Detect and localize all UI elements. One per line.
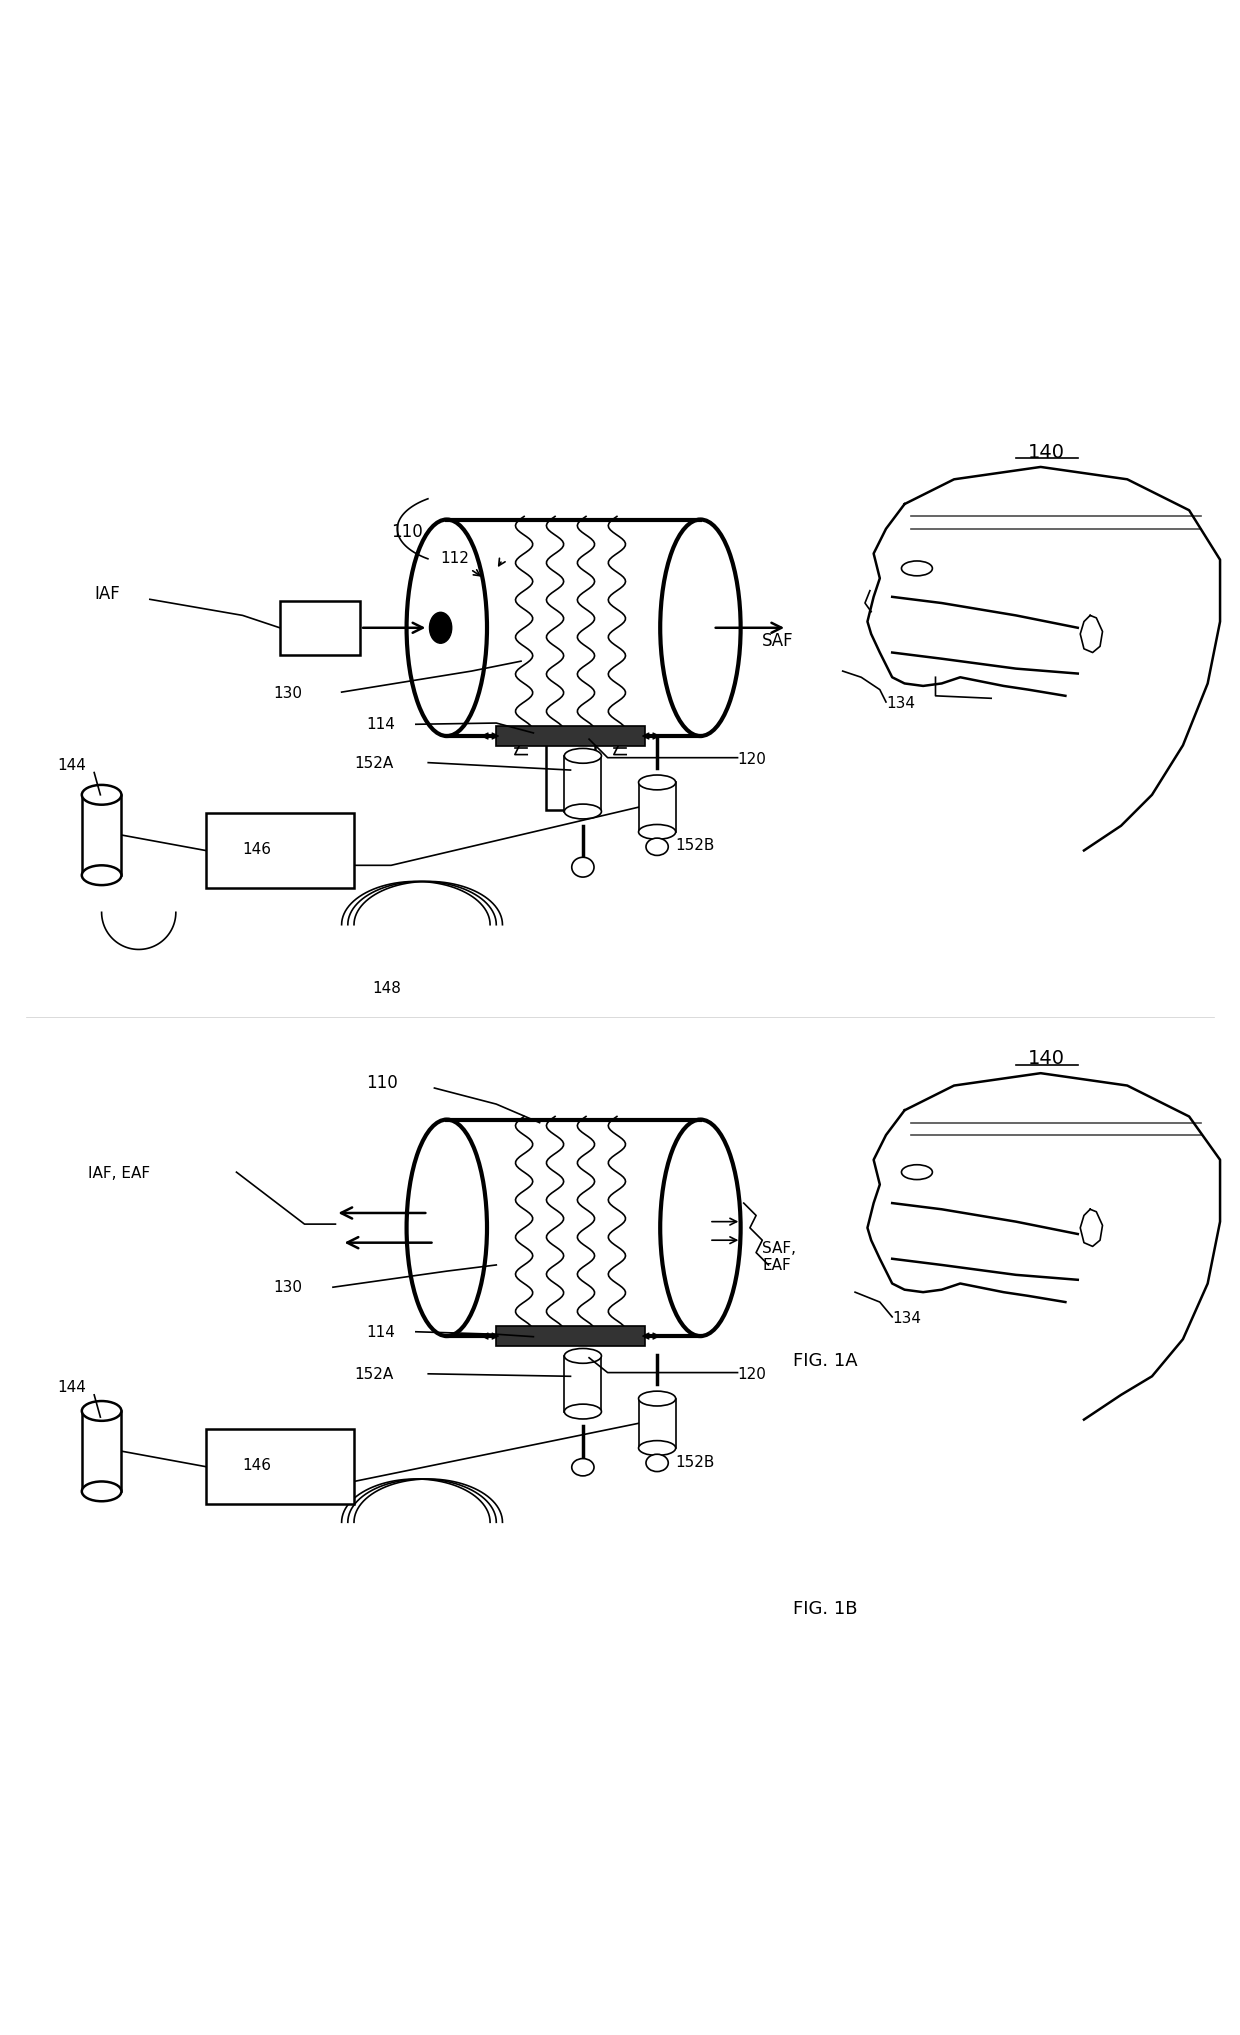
Bar bbox=[82, 796, 122, 875]
Ellipse shape bbox=[82, 865, 122, 885]
Text: 146: 146 bbox=[243, 1459, 272, 1473]
Ellipse shape bbox=[646, 838, 668, 855]
Ellipse shape bbox=[901, 562, 932, 576]
Text: 112: 112 bbox=[440, 551, 480, 576]
Text: 130: 130 bbox=[274, 1280, 303, 1294]
Bar bbox=[206, 814, 353, 887]
Ellipse shape bbox=[82, 786, 122, 804]
Bar bbox=[446, 519, 701, 737]
Bar bbox=[496, 1327, 645, 1345]
Text: 146: 146 bbox=[243, 842, 272, 857]
Text: 114: 114 bbox=[366, 716, 396, 733]
Text: 114: 114 bbox=[366, 1325, 396, 1339]
Text: IAF: IAF bbox=[94, 586, 120, 602]
Bar bbox=[564, 1355, 601, 1412]
Text: 152B: 152B bbox=[676, 838, 715, 853]
Text: 130: 130 bbox=[274, 686, 303, 702]
Ellipse shape bbox=[82, 1400, 122, 1420]
Text: EAF: EAF bbox=[763, 1258, 791, 1274]
Ellipse shape bbox=[407, 519, 487, 737]
Ellipse shape bbox=[639, 1392, 676, 1406]
Bar bbox=[82, 1410, 122, 1492]
Text: 152A: 152A bbox=[353, 1368, 393, 1382]
Text: FIG. 1A: FIG. 1A bbox=[794, 1353, 858, 1370]
Text: 140: 140 bbox=[1028, 442, 1065, 462]
Text: FIG. 1B: FIG. 1B bbox=[794, 1600, 858, 1618]
Ellipse shape bbox=[639, 775, 676, 790]
Ellipse shape bbox=[82, 1481, 122, 1502]
Ellipse shape bbox=[646, 1455, 668, 1471]
Ellipse shape bbox=[639, 824, 676, 838]
Ellipse shape bbox=[564, 1349, 601, 1363]
Ellipse shape bbox=[429, 613, 451, 643]
Ellipse shape bbox=[572, 1459, 594, 1475]
Ellipse shape bbox=[572, 857, 594, 877]
Bar bbox=[280, 600, 360, 655]
Bar bbox=[446, 1119, 701, 1337]
Bar bbox=[206, 1429, 353, 1504]
Bar bbox=[564, 755, 601, 812]
Text: 110: 110 bbox=[391, 523, 423, 541]
Text: 134: 134 bbox=[893, 1311, 921, 1327]
Text: SAF: SAF bbox=[763, 633, 794, 651]
Ellipse shape bbox=[660, 519, 740, 737]
Ellipse shape bbox=[564, 749, 601, 763]
Text: 110: 110 bbox=[366, 1074, 398, 1093]
Text: SAF,: SAF, bbox=[763, 1241, 796, 1256]
Text: 134: 134 bbox=[887, 696, 915, 710]
Bar bbox=[639, 1398, 676, 1449]
Text: IAF, EAF: IAF, EAF bbox=[88, 1166, 150, 1182]
Text: 152B: 152B bbox=[676, 1455, 715, 1469]
Text: 140: 140 bbox=[1028, 1048, 1065, 1068]
Bar bbox=[639, 781, 676, 832]
Ellipse shape bbox=[660, 1119, 740, 1337]
Bar bbox=[546, 737, 595, 810]
Text: 144: 144 bbox=[57, 759, 86, 773]
Text: 120: 120 bbox=[738, 1368, 766, 1382]
Ellipse shape bbox=[564, 1404, 601, 1418]
Text: 120: 120 bbox=[738, 751, 766, 767]
Text: 144: 144 bbox=[57, 1380, 86, 1396]
Text: 152A: 152A bbox=[353, 755, 393, 771]
Ellipse shape bbox=[407, 1119, 487, 1337]
Ellipse shape bbox=[901, 1164, 932, 1180]
Text: 148: 148 bbox=[372, 981, 402, 995]
Bar bbox=[496, 726, 645, 747]
Ellipse shape bbox=[639, 1441, 676, 1455]
Ellipse shape bbox=[564, 804, 601, 818]
